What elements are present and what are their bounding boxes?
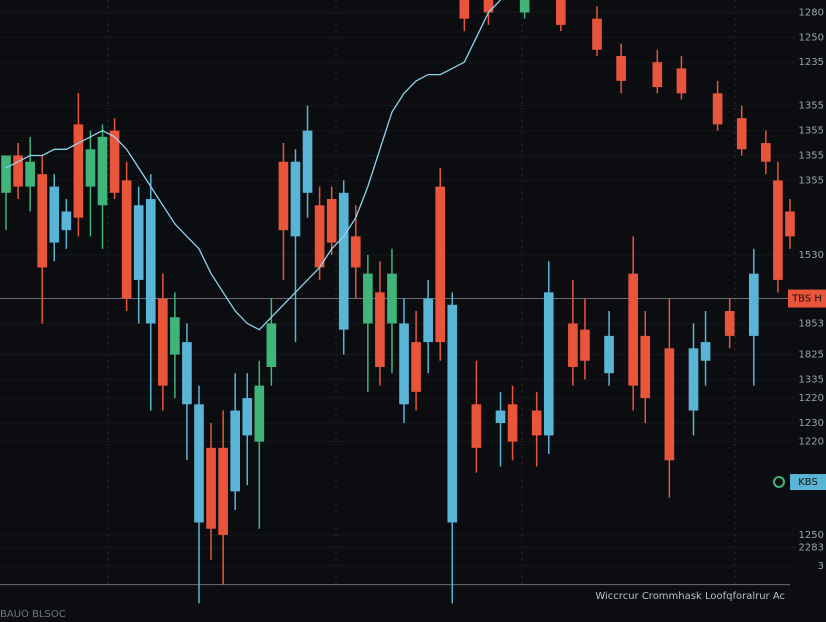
y-tick-label: 1853 xyxy=(799,318,824,329)
candle-body xyxy=(375,292,385,367)
candle-body xyxy=(555,0,566,25)
candle-body xyxy=(712,93,723,125)
candle-body xyxy=(568,323,578,367)
y-tick-label: 1220 xyxy=(799,437,824,448)
candle-body xyxy=(700,342,711,361)
candle-body xyxy=(495,410,506,423)
candle-body xyxy=(338,192,349,330)
candle-body xyxy=(459,0,470,19)
candle-body xyxy=(109,130,120,193)
y-tick-label: 1530 xyxy=(799,250,824,261)
y-tick-label: 1250 xyxy=(799,32,824,43)
y-tick-label: 1355 xyxy=(799,126,824,137)
candle-body xyxy=(543,292,554,436)
candle-body xyxy=(218,447,228,535)
candle-body xyxy=(785,211,795,237)
candle-body xyxy=(423,298,433,343)
price-tag xyxy=(788,289,826,308)
candle-body xyxy=(157,298,168,386)
candle-body xyxy=(302,130,313,193)
candle-body xyxy=(604,335,614,374)
candle-body xyxy=(170,317,180,355)
candle-body xyxy=(387,273,397,324)
candle-body xyxy=(483,0,494,13)
candle-body xyxy=(1,155,11,193)
candle-body xyxy=(399,323,409,405)
candle-body xyxy=(411,342,421,392)
marker-tag-label: KBS xyxy=(798,477,818,488)
candle-body xyxy=(724,311,735,336)
candle-body xyxy=(290,161,301,237)
y-tick-label: 1250 xyxy=(799,530,824,541)
footer-right: Wiccrcur Crommhask Loofqforalrur Ac xyxy=(595,591,785,602)
y-tick-label: 1230 xyxy=(799,418,824,429)
candle-body xyxy=(61,211,72,231)
candle-body xyxy=(230,410,241,492)
candle-body xyxy=(688,348,699,411)
candle-body xyxy=(519,0,530,13)
y-tick-label: 1355 xyxy=(799,151,824,162)
candle-body xyxy=(652,62,663,88)
candle-body xyxy=(242,398,253,436)
y-tick-label: 1280 xyxy=(799,7,824,18)
candle-body xyxy=(49,186,60,243)
footer-left: BAUO BLSOC xyxy=(0,609,66,620)
candle-body xyxy=(773,180,783,280)
candle-body xyxy=(350,236,361,268)
candle-body xyxy=(761,143,771,162)
candle-body xyxy=(182,342,192,405)
candle-body xyxy=(314,205,325,268)
candle-body xyxy=(447,304,458,523)
overlay-line xyxy=(5,0,501,331)
candle-body xyxy=(748,273,759,336)
candle-body xyxy=(628,273,639,386)
y-tick-label: 1220 xyxy=(799,393,824,404)
candle-body xyxy=(471,404,482,448)
candle-body xyxy=(133,205,144,280)
candle-body xyxy=(592,18,602,50)
candle-body xyxy=(363,273,373,324)
candle-body xyxy=(206,447,216,529)
y-tick-label: 1355 xyxy=(799,175,824,186)
candle-body xyxy=(25,161,35,187)
candle-body xyxy=(145,199,156,324)
candle-body xyxy=(194,404,204,523)
candle-body xyxy=(736,118,747,150)
price-tag-label: TBS H xyxy=(791,294,822,305)
candle-body xyxy=(85,149,96,187)
candle-body xyxy=(326,199,337,243)
candle-body xyxy=(73,124,84,218)
candle-body xyxy=(531,410,542,436)
candle-body xyxy=(97,136,108,206)
y-tick-label: 1825 xyxy=(799,350,824,361)
y-tick-label: 3 xyxy=(818,561,824,572)
candle-body xyxy=(254,385,265,442)
marker-dot xyxy=(773,476,785,489)
candle-body xyxy=(37,174,48,268)
candle-body xyxy=(266,323,277,367)
candle-body xyxy=(278,161,289,231)
y-tick-label: 1235 xyxy=(799,57,824,68)
candle-body xyxy=(13,155,23,187)
candle-body xyxy=(121,180,132,299)
y-tick-label: 2283 xyxy=(799,542,824,553)
candle-body xyxy=(676,68,687,94)
candle-body xyxy=(640,335,651,399)
candle-body xyxy=(507,404,518,442)
marker-tag xyxy=(790,474,826,491)
candle-body xyxy=(664,348,675,461)
vertical-grid xyxy=(107,0,736,586)
y-tick-label: 1335 xyxy=(799,374,824,385)
candle-body xyxy=(580,329,590,361)
candle-body xyxy=(435,186,446,343)
candle-body xyxy=(616,55,626,81)
y-tick-label: 1355 xyxy=(799,101,824,112)
